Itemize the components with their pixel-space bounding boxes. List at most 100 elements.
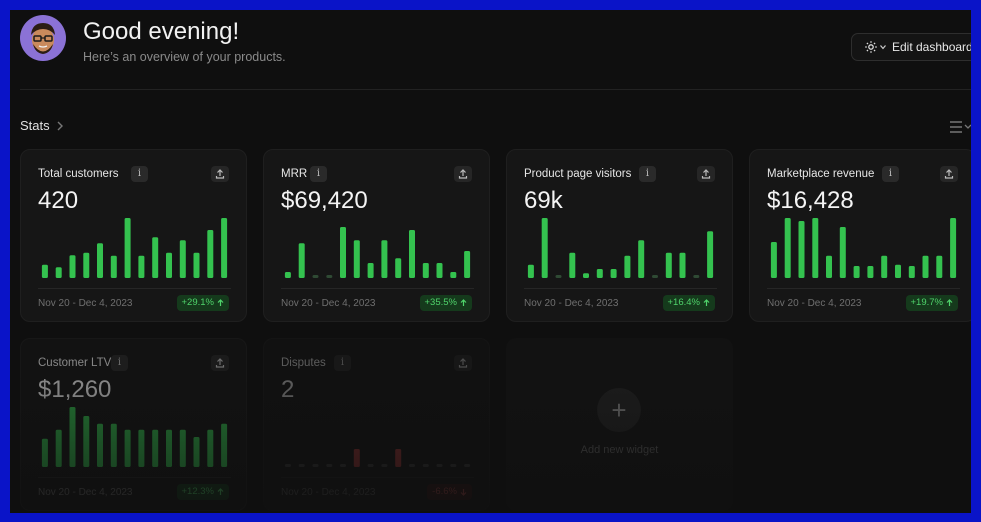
sparkline-bar: [527, 264, 534, 278]
sparkline-bar: [569, 252, 576, 278]
sparkline-bar: [652, 275, 658, 278]
sparkline-bar: [179, 429, 186, 467]
sparkline-bar: [409, 230, 415, 278]
sparkline-bar: [409, 464, 415, 467]
sparkline-bar: [152, 237, 159, 278]
sparkline-bar: [138, 255, 145, 278]
sparkline-bar: [221, 218, 228, 278]
sparkline-bar: [298, 243, 305, 278]
sparkline-bar: [381, 240, 388, 278]
sparkline-bar: [936, 255, 943, 278]
stat-card[interactable]: MRR i $69,420 Nov 20 - Dec 4, 2023 +35.5…: [263, 149, 490, 322]
list-view-icon[interactable]: [949, 120, 971, 134]
sparkline-bar: [881, 255, 888, 278]
page-subtitle: Here’s an overview of your products.: [83, 50, 286, 64]
upload-icon: [701, 169, 711, 179]
sparkline-bar: [312, 464, 319, 467]
sparkline-bar-chart: [41, 407, 228, 467]
chevron-down-icon: [880, 45, 886, 50]
date-range: Nov 20 - Dec 4, 2023: [281, 298, 376, 309]
change-badge: +19.7%: [905, 295, 958, 311]
sparkline-bar: [179, 240, 186, 278]
sparkline-bar: [895, 264, 901, 278]
sparkline-bar: [138, 429, 145, 467]
sparkline-bar: [83, 252, 90, 278]
sparkline-bar: [55, 429, 62, 467]
export-button[interactable]: [454, 166, 472, 182]
avatar[interactable]: [20, 15, 66, 61]
sparkline-bar: [353, 449, 360, 467]
stat-card-divider: [281, 288, 474, 289]
info-icon[interactable]: i: [131, 166, 148, 182]
sparkline-bar: [193, 437, 200, 467]
export-button[interactable]: [211, 166, 229, 182]
sparkline-bar: [922, 255, 929, 278]
info-icon[interactable]: i: [639, 166, 656, 182]
export-button[interactable]: [211, 355, 229, 371]
stat-card-divider: [38, 477, 231, 478]
sparkline-bar: [381, 464, 388, 467]
sparkline-bar: [826, 255, 832, 278]
stat-card[interactable]: Marketplace revenue i $16,428 Nov 20 - D…: [749, 149, 971, 322]
export-button[interactable]: [697, 166, 715, 182]
stat-card-value: $1,260: [38, 376, 112, 403]
export-button[interactable]: [940, 166, 958, 182]
sparkline-bar: [207, 429, 214, 467]
sparkline-bar: [638, 240, 645, 278]
sparkline-bar: [367, 464, 374, 467]
edit-dashboard-button[interactable]: Edit dashboard: [851, 33, 971, 61]
page-header: Good evening! Here’s an overview of your…: [20, 15, 971, 95]
info-icon[interactable]: i: [334, 355, 351, 371]
stat-card[interactable]: Customer LTV i $1,260 Nov 20 - Dec 4, 20…: [20, 338, 247, 511]
date-range: Nov 20 - Dec 4, 2023: [767, 298, 862, 309]
add-widget-tile[interactable]: + Add new widget: [506, 338, 733, 511]
stat-card[interactable]: Total customers i 420 Nov 20 - Dec 4, 20…: [20, 149, 247, 322]
sparkline-bar: [422, 263, 429, 278]
sparkline-bar: [41, 438, 48, 467]
info-icon[interactable]: i: [310, 166, 327, 182]
stat-card-value: 2: [281, 376, 295, 403]
sparkline-bar: [124, 218, 131, 278]
stats-section-toggle[interactable]: Stats: [20, 118, 64, 133]
info-icon[interactable]: i: [882, 166, 899, 182]
dashboard: Good evening! Here’s an overview of your…: [10, 10, 971, 513]
sparkline-bar: [395, 449, 402, 467]
date-range: Nov 20 - Dec 4, 2023: [281, 487, 376, 498]
add-widget-label: Add new widget: [580, 444, 659, 456]
upload-icon: [458, 358, 468, 368]
stat-card-divider: [38, 288, 231, 289]
sparkline-bar: [152, 429, 159, 467]
sparkline-bar: [450, 272, 457, 278]
sparkline-bar: [284, 272, 291, 278]
sparkline-bar: [555, 275, 562, 278]
upload-icon: [944, 169, 954, 179]
sparkline-bar: [353, 240, 360, 278]
change-value: -6.6%: [432, 486, 457, 497]
sparkline-bar: [596, 269, 603, 278]
upload-icon: [215, 358, 225, 368]
sparkline-bar: [583, 273, 589, 278]
stat-card[interactable]: Product page visitors i 69k Nov 20 - Dec…: [506, 149, 733, 322]
sparkline-bar: [367, 263, 374, 278]
stat-card-title: Disputes: [281, 357, 326, 369]
sparkline-bar-chart: [770, 218, 957, 278]
page-title: Good evening!: [83, 18, 240, 45]
avatar-illustration-icon: [31, 23, 55, 54]
sparkline-bar: [326, 464, 333, 467]
change-badge: -6.6%: [427, 484, 472, 500]
sparkline-bar: [166, 429, 172, 467]
stat-card-title: Marketplace revenue: [767, 168, 875, 180]
chevron-right-icon: [57, 121, 63, 130]
sparkline-bar: [284, 464, 291, 467]
stat-card-value: $16,428: [767, 187, 854, 214]
sparkline-bar: [97, 243, 103, 278]
arrow-up-icon: [460, 299, 467, 306]
export-button[interactable]: [454, 355, 472, 371]
stat-card[interactable]: Disputes i 2 Nov 20 - Dec 4, 2023 -6.6%: [263, 338, 490, 511]
sparkline-bar-chart: [41, 218, 228, 278]
sparkline-bar: [908, 266, 915, 278]
info-icon[interactable]: i: [111, 355, 128, 371]
sparkline-bar: [69, 255, 76, 278]
change-value: +19.7%: [910, 297, 944, 308]
plus-icon[interactable]: +: [597, 388, 641, 432]
